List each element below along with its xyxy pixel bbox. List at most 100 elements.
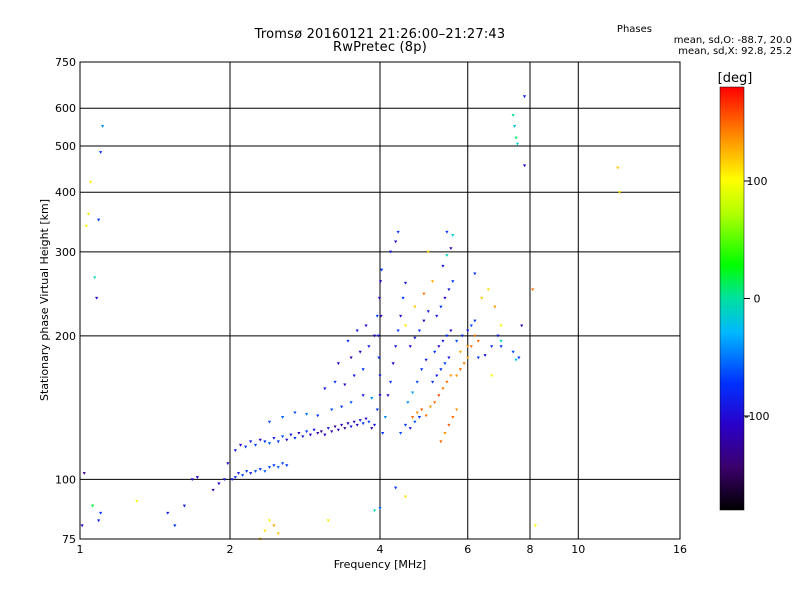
scatter-point xyxy=(531,288,535,292)
scatter-point xyxy=(458,368,463,372)
scatter-point xyxy=(367,345,371,349)
scatter-point xyxy=(333,425,337,429)
scatter-point xyxy=(377,296,382,300)
y-tick-label: 100 xyxy=(55,473,76,486)
scatter-point xyxy=(490,374,494,378)
scatter-point xyxy=(426,310,430,314)
scatter-point xyxy=(466,356,470,360)
scatter-point xyxy=(267,519,272,523)
scatter-point xyxy=(449,374,453,378)
scatter-point xyxy=(391,362,395,366)
scatter-point xyxy=(522,95,527,99)
scatter-point xyxy=(195,476,199,479)
x-tick-label: 6 xyxy=(464,543,471,556)
scatter-point xyxy=(99,151,103,154)
scatter-point xyxy=(233,449,237,453)
scatter-point xyxy=(483,354,487,357)
data-points xyxy=(80,95,622,541)
x-tick-label: 2 xyxy=(227,543,234,556)
scatter-point xyxy=(394,240,398,244)
scatter-point xyxy=(447,356,451,360)
scatter-point xyxy=(244,445,248,449)
scatter-point xyxy=(441,339,445,343)
scatter-point xyxy=(272,524,276,528)
scatter-point xyxy=(375,314,379,318)
scatter-point xyxy=(424,358,428,362)
scatter-point xyxy=(241,474,245,477)
scatter-point xyxy=(84,224,88,228)
scatter-point xyxy=(135,500,139,503)
scatter-point xyxy=(469,345,473,349)
scatter-point xyxy=(476,356,480,360)
colorbar xyxy=(719,86,745,511)
scatter-point xyxy=(451,416,455,419)
scatter-point xyxy=(289,433,293,437)
scatter-point xyxy=(376,334,380,338)
scatter-point xyxy=(462,362,466,366)
scatter-point xyxy=(276,440,280,444)
scatter-point xyxy=(370,427,374,430)
scatter-point xyxy=(449,329,453,333)
scatter-point xyxy=(99,511,103,515)
scatter-point xyxy=(490,345,494,349)
scatter-point xyxy=(511,114,515,117)
scatter-point xyxy=(383,416,387,419)
scatter-point xyxy=(263,440,267,444)
scatter-point xyxy=(460,334,464,338)
scatter-point xyxy=(493,305,497,309)
scatter-point xyxy=(355,329,359,333)
scatter-point xyxy=(276,466,280,469)
scatter-point xyxy=(308,433,313,437)
scatter-point xyxy=(388,380,393,384)
scatter-point xyxy=(496,334,500,338)
scatter-point xyxy=(380,268,384,272)
scatter-point xyxy=(420,408,424,412)
x-axis-label: Frequency [MHz] xyxy=(334,558,426,571)
scatter-point xyxy=(445,380,449,384)
scatter-point xyxy=(430,380,435,384)
scatter-point xyxy=(417,416,422,419)
scatter-point xyxy=(410,416,415,419)
scatter-point xyxy=(249,440,253,444)
scatter-point xyxy=(466,345,470,349)
scatter-point xyxy=(455,374,459,378)
scatter-point xyxy=(253,470,258,473)
scatter-point xyxy=(276,532,280,536)
phase-stats-heading: Phases xyxy=(616,24,652,35)
scatter-point xyxy=(258,468,262,471)
scatter-point xyxy=(222,478,227,482)
x-tick-label: 10 xyxy=(571,543,585,556)
scatter-point xyxy=(272,437,276,440)
phase-stats-o-mode: mean, sd,O: -88.7, 20.0 xyxy=(673,35,792,46)
scatter-point xyxy=(445,334,449,338)
scatter-point xyxy=(352,420,356,424)
scatter-point xyxy=(617,191,622,194)
scatter-point xyxy=(435,314,439,318)
scatter-point xyxy=(515,142,520,146)
chart-title: Tromsø 20160121 21:26:00–21:27:43 xyxy=(254,27,506,42)
scatter-point xyxy=(233,476,237,479)
scatter-point xyxy=(378,374,382,378)
scatter-point xyxy=(413,305,417,309)
scatter-point xyxy=(408,427,412,430)
scatter-point xyxy=(319,430,323,434)
scatter-point xyxy=(91,504,95,508)
colorbar-ticks: 100 0 -100 xyxy=(744,175,769,423)
scatter-point xyxy=(349,425,353,429)
scatter-point xyxy=(245,470,249,473)
scatter-point xyxy=(441,264,445,268)
grid-lines xyxy=(79,61,681,540)
scatter-point xyxy=(267,442,272,445)
scatter-point xyxy=(512,125,517,128)
scatter-point xyxy=(93,276,97,280)
scatter-point xyxy=(424,414,428,418)
scatter-point xyxy=(379,314,383,318)
scatter-point xyxy=(343,427,347,430)
scatter-point xyxy=(451,280,455,284)
scatter-point xyxy=(381,431,385,435)
scatter-point xyxy=(280,416,285,419)
scatter-point xyxy=(394,345,398,349)
scatter-point xyxy=(349,356,353,360)
scatter-point xyxy=(499,339,503,343)
scatter-point xyxy=(280,435,285,439)
